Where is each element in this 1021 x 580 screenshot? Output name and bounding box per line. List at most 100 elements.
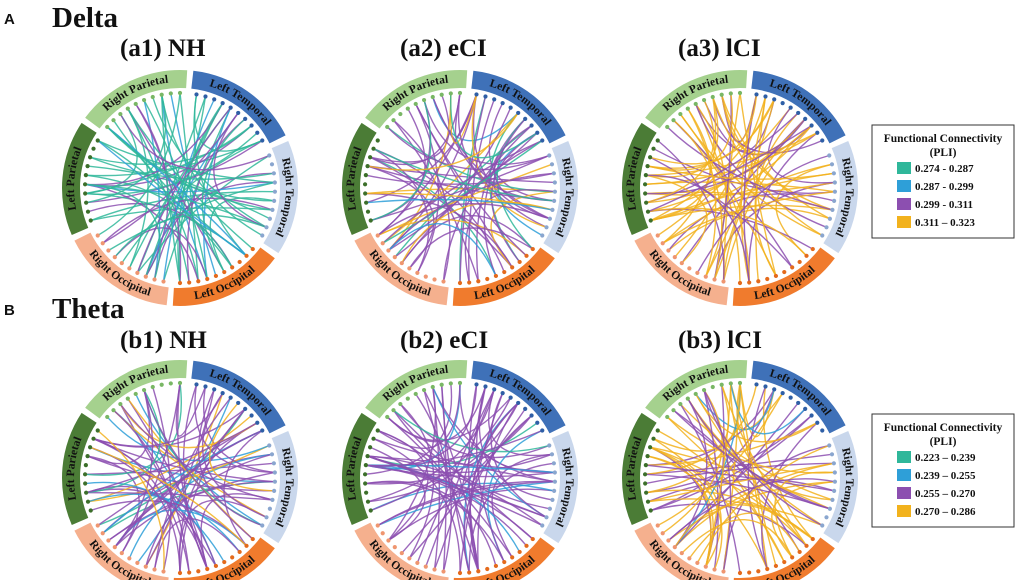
electrode-node xyxy=(255,420,260,425)
electrode-node xyxy=(544,515,549,520)
electrode-node xyxy=(135,560,140,565)
region-label: Left Temporal xyxy=(208,77,273,127)
connection-chord xyxy=(97,92,181,237)
electrode-node xyxy=(679,550,684,556)
connection-chord xyxy=(761,422,818,570)
electrode-node xyxy=(141,387,147,393)
electrode-node xyxy=(648,508,653,513)
connection-chord xyxy=(649,94,758,165)
connection-chord xyxy=(145,102,224,277)
connection-chord xyxy=(373,148,430,274)
connection-chord xyxy=(121,382,181,554)
connection-chord xyxy=(442,125,533,282)
region-sector-left-temporal xyxy=(471,70,566,144)
panel-letter-a: A xyxy=(4,11,15,28)
connection-chord xyxy=(674,504,814,548)
electrode-node xyxy=(244,543,249,548)
connection-chord xyxy=(392,119,479,282)
electrode-node xyxy=(150,384,155,390)
connection-chord xyxy=(89,446,248,547)
electrode-node xyxy=(205,276,210,282)
electrode-node xyxy=(502,559,507,565)
electrode-node xyxy=(651,436,656,441)
electrode-node xyxy=(365,453,370,459)
electrode-node xyxy=(645,499,651,504)
connection-chord xyxy=(674,398,708,548)
connection-chord xyxy=(730,383,833,501)
electrode-node xyxy=(380,531,385,536)
electrode-node xyxy=(375,233,380,238)
connection-chord xyxy=(721,94,806,155)
connection-chord xyxy=(119,113,270,171)
electrode-node xyxy=(365,163,370,169)
electrode-node xyxy=(159,382,164,387)
electrode-node xyxy=(797,549,802,555)
electrode-node xyxy=(672,545,677,550)
connection-chord xyxy=(713,93,732,280)
connection-chord xyxy=(657,139,725,282)
connection-chord xyxy=(662,389,723,534)
electrode-node xyxy=(84,200,89,205)
electrode-node xyxy=(220,101,225,106)
connection-chord xyxy=(483,118,526,277)
connection-chord xyxy=(213,112,267,228)
electrode-node xyxy=(517,549,522,555)
electrode-node xyxy=(523,116,528,121)
electrode-node xyxy=(236,400,241,406)
electrode-node xyxy=(267,153,272,158)
connection-chord xyxy=(688,512,801,559)
electrode-node xyxy=(803,406,808,411)
electrode-node xyxy=(168,381,173,386)
electrode-node xyxy=(91,146,96,151)
electrode-node xyxy=(430,94,435,100)
connection-chord xyxy=(393,119,451,282)
electrode-node xyxy=(222,559,227,565)
electrode-node xyxy=(712,567,717,572)
electrode-node xyxy=(687,266,692,271)
connection-chord xyxy=(647,462,834,503)
electrode-node xyxy=(362,472,368,477)
connection-chord xyxy=(645,118,806,195)
electrode-node xyxy=(829,452,835,457)
connection-chord xyxy=(721,384,808,547)
electrode-node xyxy=(260,523,265,528)
chord-bundle xyxy=(365,382,556,574)
electrode-node xyxy=(363,463,368,468)
electrode-node xyxy=(271,461,276,466)
legend-title: Functional Connectivity xyxy=(884,422,1003,434)
connection-chord xyxy=(366,198,553,211)
connection-chord xyxy=(382,139,543,244)
electrode-node xyxy=(773,563,779,569)
connection-chord xyxy=(674,402,799,548)
connection-chord xyxy=(695,103,827,228)
electrode-node xyxy=(827,443,832,448)
electrode-node xyxy=(544,225,549,230)
electrode-node xyxy=(228,105,233,110)
legend-subtitle: (PLI) xyxy=(930,436,957,448)
connection-chord xyxy=(705,99,775,277)
band-title-theta: Theta xyxy=(52,293,125,325)
region-sector-right-occipital xyxy=(354,522,449,580)
electrode-node xyxy=(665,124,670,130)
connection-chord xyxy=(696,154,830,274)
electrode-node xyxy=(644,200,649,205)
electrode-node xyxy=(88,218,93,223)
electrode-node xyxy=(95,523,100,528)
electrode-node xyxy=(810,246,815,252)
connection-chord xyxy=(223,429,263,547)
electrode-node xyxy=(666,538,671,543)
connection-chord xyxy=(113,409,190,573)
connection-chord xyxy=(712,96,823,154)
electrode-node xyxy=(85,453,90,459)
electrode-node xyxy=(703,274,708,279)
electrode-node xyxy=(830,207,835,213)
electrode-node xyxy=(552,479,558,484)
electrode-node xyxy=(645,163,650,169)
connection-chord xyxy=(459,392,504,574)
electrode-node xyxy=(552,198,557,203)
electrode-node xyxy=(643,173,648,178)
electrode-node xyxy=(271,171,276,176)
electrode-node xyxy=(782,559,787,565)
connection-chord xyxy=(646,415,813,494)
connection-chord xyxy=(432,96,547,228)
